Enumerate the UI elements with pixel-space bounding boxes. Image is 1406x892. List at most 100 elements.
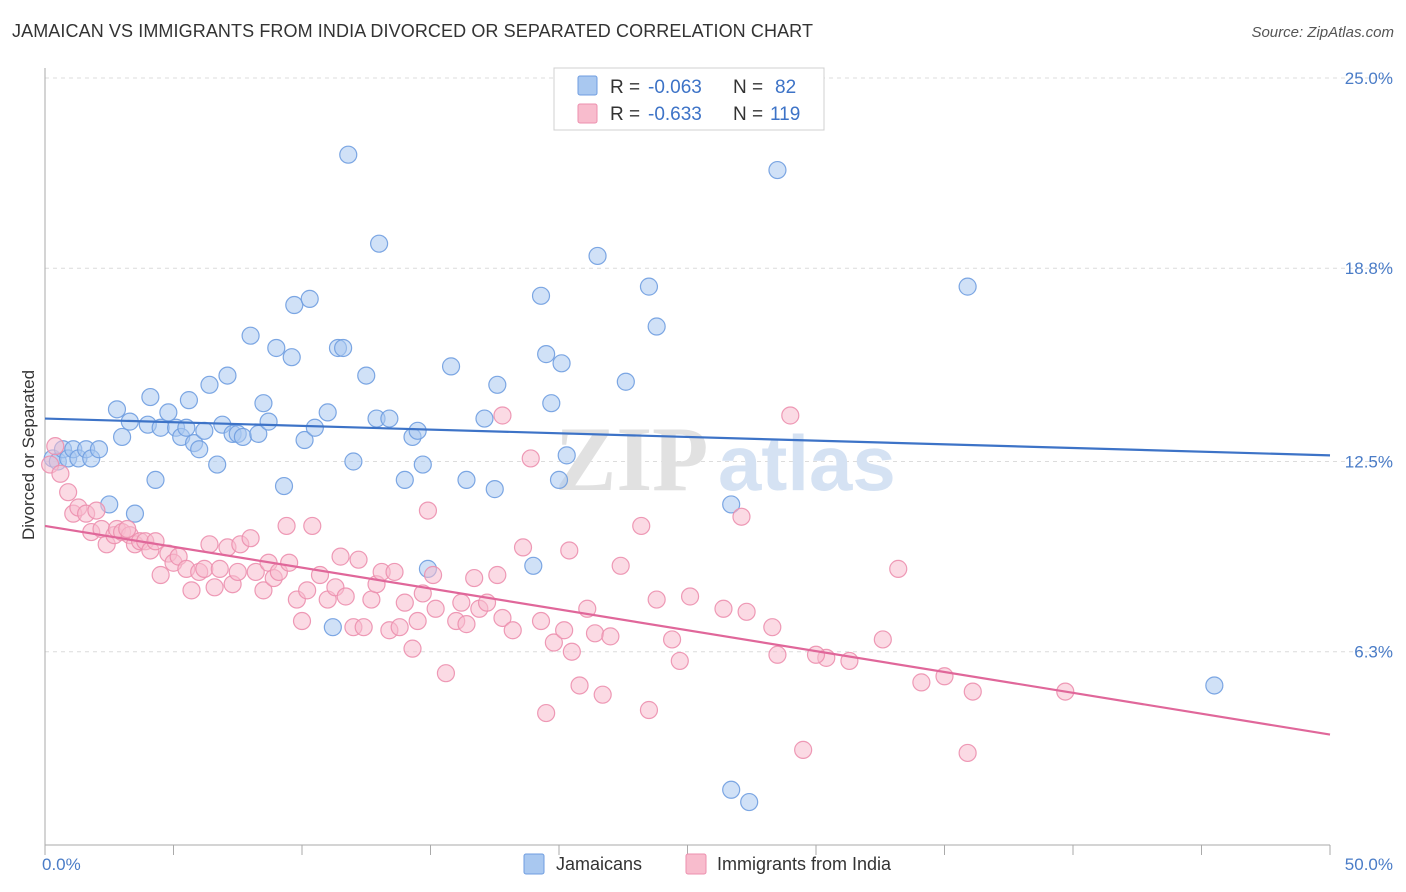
- point-0-33: [241, 326, 260, 345]
- point-1-36: [246, 562, 265, 582]
- point-1-106: [889, 559, 908, 578]
- point-0-45: [323, 618, 342, 637]
- point-1-89: [593, 685, 612, 704]
- point-1-25: [182, 581, 201, 600]
- point-1-71: [457, 615, 476, 634]
- point-0-48: [339, 145, 358, 164]
- point-0-35: [254, 394, 273, 413]
- point-1-93: [639, 700, 659, 720]
- point-1-42: [280, 553, 299, 572]
- legend-swatch-india: [577, 103, 598, 124]
- point-1-51: [336, 587, 355, 606]
- point-0-75: [722, 495, 741, 514]
- point-1-98: [714, 599, 733, 618]
- point-0-42: [300, 289, 319, 308]
- point-0-44: [318, 403, 337, 422]
- point-0-74: [647, 317, 666, 336]
- point-1-50: [331, 547, 350, 566]
- point-1-76: [493, 608, 512, 628]
- point-0-61: [475, 409, 494, 428]
- point-1-3: [59, 483, 78, 502]
- point-1-85: [562, 642, 581, 661]
- point-1-46: [303, 516, 322, 536]
- point-1-81: [537, 703, 556, 723]
- y-tick-label-1: 12.5%: [1345, 453, 1393, 472]
- trend-line-1: [44, 524, 1331, 736]
- point-1-28: [200, 535, 219, 554]
- point-1-66: [423, 565, 443, 585]
- y-tick-label-3: 25.0%: [1345, 69, 1393, 88]
- point-1-80: [531, 611, 551, 631]
- point-0-76: [722, 780, 741, 799]
- legend-n-label-jamaicans: N =: [733, 77, 763, 98]
- point-1-70: [452, 593, 471, 612]
- y-tick-label-2: 18.8%: [1345, 259, 1393, 278]
- point-0-32: [233, 427, 252, 447]
- bottom-legend-swatch-india: [685, 853, 707, 875]
- point-1-62: [403, 639, 422, 658]
- y-tick-labels: 6.3% 12.5% 18.8% 25.0%: [1345, 69, 1393, 662]
- point-0-49: [344, 452, 363, 471]
- point-0-36: [259, 412, 278, 431]
- point-0-27: [208, 455, 227, 474]
- point-1-2: [51, 464, 70, 483]
- point-0-56: [408, 421, 427, 440]
- point-1-68: [436, 664, 456, 683]
- point-1-75: [488, 565, 507, 585]
- point-1-82: [544, 633, 563, 652]
- point-1-54: [354, 618, 373, 637]
- point-0-26: [200, 375, 219, 394]
- x-tick-label-0: 0.0%: [42, 855, 81, 874]
- point-1-30: [210, 559, 229, 578]
- trend-lines: [44, 417, 1331, 736]
- point-0-52: [370, 234, 389, 253]
- trend-line-0: [44, 417, 1331, 457]
- point-1-105: [873, 630, 892, 649]
- legend-n-label-india: N =: [733, 104, 763, 125]
- point-0-39: [282, 348, 301, 367]
- point-0-64: [524, 556, 543, 575]
- point-1-64: [413, 584, 432, 603]
- point-1-115: [806, 645, 826, 664]
- point-1-95: [662, 630, 682, 649]
- bottom-legend-swatch-jamaicans: [523, 853, 545, 875]
- legend-r-label-india: R =: [610, 104, 640, 125]
- legend-swatch-jamaicans: [577, 75, 598, 96]
- point-0-10: [107, 400, 127, 419]
- point-1-92: [632, 516, 651, 536]
- point-1-1: [46, 437, 65, 456]
- point-1-116: [118, 519, 137, 539]
- point-1-61: [395, 593, 414, 612]
- point-1-53: [349, 550, 368, 569]
- chart-source: Source: ZipAtlas.com: [1251, 24, 1394, 41]
- legend-n-value-india: 119: [770, 104, 800, 125]
- point-0-15: [141, 387, 160, 407]
- point-1-35: [241, 529, 260, 548]
- point-1-59: [385, 562, 404, 582]
- point-1-29: [205, 578, 224, 597]
- point-1-101: [781, 406, 800, 425]
- y-tick-label-0: 6.3%: [1354, 643, 1393, 662]
- point-1-100: [763, 618, 782, 637]
- point-1-86: [570, 676, 589, 695]
- point-1-63: [408, 611, 427, 631]
- point-0-37: [267, 338, 286, 358]
- watermark-zip: ZIP: [555, 408, 708, 510]
- point-0-70: [557, 446, 576, 465]
- legend-n-value-jamaicans: 82: [775, 77, 796, 98]
- point-0-25: [195, 421, 214, 440]
- point-0-63: [488, 375, 507, 394]
- point-1-91: [611, 556, 630, 575]
- series-jamaicans-points: [43, 145, 1224, 812]
- point-0-18: [159, 403, 178, 422]
- grid-lines: [45, 77, 1392, 653]
- point-0-41: [295, 430, 314, 450]
- point-0-77: [740, 792, 759, 812]
- point-0-59: [441, 357, 461, 376]
- point-1-44: [292, 611, 312, 631]
- point-0-66: [537, 345, 556, 364]
- bottom-legend-label-india: Immigrants from India: [717, 854, 892, 874]
- point-1-114: [737, 602, 756, 621]
- legend-box: R = -0.063 N = 82 R = -0.633 N = 119: [553, 67, 825, 131]
- point-0-60: [457, 470, 476, 490]
